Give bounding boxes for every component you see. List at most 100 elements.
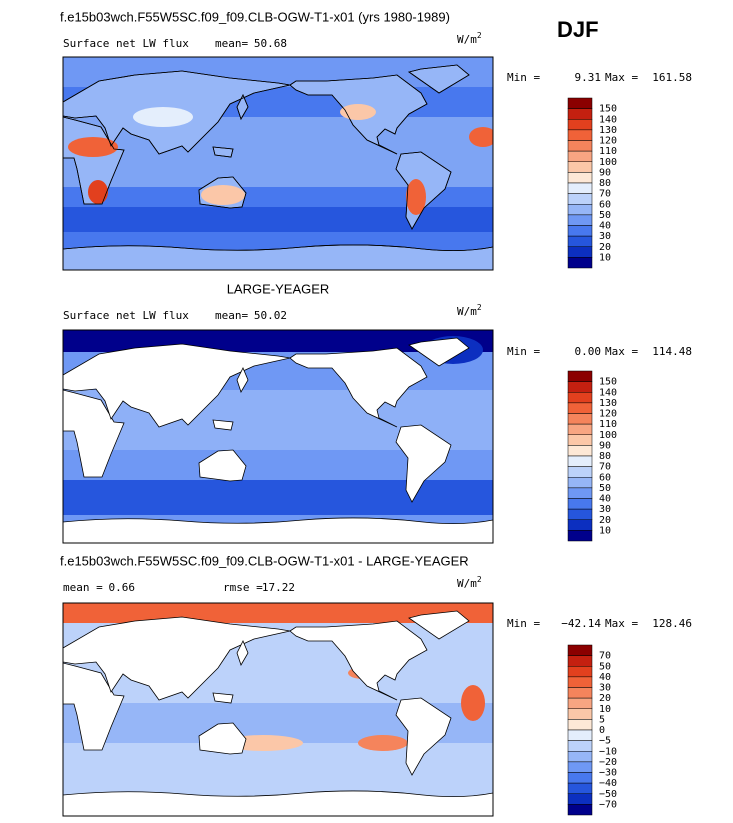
colorbar-label: 50 [599, 210, 611, 221]
colorbar-label: 70 [599, 462, 611, 473]
colorbar-box [567, 381, 593, 393]
colorbar-label: −30 [599, 768, 617, 779]
units-base: W/m [457, 577, 477, 590]
colorbar-label: 10 [599, 704, 611, 715]
colorbar-box [567, 108, 593, 120]
units: W/m2 [457, 31, 482, 47]
colorbar-label: 150 [599, 377, 617, 388]
colorbar-box [567, 172, 593, 184]
colorbar-box [567, 487, 593, 499]
units: W/m2 [457, 575, 482, 591]
map [63, 603, 493, 816]
colorbar-box [567, 161, 593, 173]
colorbar-label: 130 [599, 398, 617, 409]
colorbar-box [567, 708, 593, 720]
variable-name: Surface net LW flux [63, 37, 189, 50]
colorbar-box [567, 423, 593, 435]
season-label: DJF [557, 17, 599, 42]
colorbar-label: 30 [599, 683, 611, 694]
colorbar-box [567, 530, 593, 542]
colorbar-box [567, 370, 593, 382]
colorbar-label: 100 [599, 430, 617, 441]
colorbar-box [567, 225, 593, 237]
colorbar-label: 50 [599, 661, 611, 672]
colorbar-label: 150 [599, 104, 617, 115]
units-power: 2 [477, 303, 482, 312]
colorbar-box [567, 434, 593, 446]
colorbar-box [567, 466, 593, 478]
units-power: 2 [477, 575, 482, 584]
colorbar-box [567, 257, 593, 269]
colorbar-label: 70 [599, 651, 611, 662]
min-value: 0.00 [575, 345, 602, 358]
map-frame [62, 602, 494, 817]
colorbar-box [567, 697, 593, 709]
map-frame [62, 329, 494, 544]
max-value: 114.48 [652, 345, 692, 358]
min-label: Min = [507, 71, 540, 84]
colorbar-box [567, 455, 593, 467]
colorbar-label: 120 [599, 409, 617, 420]
colorbar-box [567, 235, 593, 247]
colorbar-box [567, 392, 593, 404]
panel-title: f.e15b03wch.F55W5SC.f09_f09.CLB-OGW-T1-x… [60, 553, 469, 568]
map [63, 57, 493, 270]
colorbar-label: 30 [599, 231, 611, 242]
colorbar-label: −40 [599, 778, 617, 789]
colorbar-box [567, 413, 593, 425]
colorbar-label: 20 [599, 693, 611, 704]
max-label: Max = [605, 617, 638, 630]
colorbar-label: 110 [599, 419, 617, 430]
colorbar-box [567, 740, 593, 752]
colorbar-label: 130 [599, 125, 617, 136]
colorbar-box [567, 402, 593, 414]
colorbar-label: 10 [599, 252, 611, 263]
colorbar-box [567, 97, 593, 109]
colorbar-label: 5 [599, 714, 605, 725]
colorbar-label: 80 [599, 178, 611, 189]
colorbar-box [567, 140, 593, 152]
colorbar-box [567, 655, 593, 667]
max-value: 128.46 [652, 617, 692, 630]
colorbar-label: 40 [599, 672, 611, 683]
colorbar-box [567, 498, 593, 510]
min-value: −42.14 [561, 617, 601, 630]
colorbar-box [567, 719, 593, 731]
colorbar-label: 20 [599, 515, 611, 526]
stat-value: 0.66 [109, 581, 136, 594]
colorbar-box [567, 666, 593, 678]
colorbar-box [567, 204, 593, 216]
colorbar-label: 20 [599, 242, 611, 253]
min-value: 9.31 [575, 71, 602, 84]
stat-value: 50.68 [254, 37, 287, 50]
stat-value: 50.02 [254, 309, 287, 322]
colorbar-box [567, 193, 593, 205]
map [63, 330, 493, 543]
colorbar-label: −10 [599, 746, 617, 757]
colorbar-box [567, 687, 593, 699]
variable-name: Surface net LW flux [63, 309, 189, 322]
colorbar-label: 0 [599, 725, 605, 736]
colorbar-label: 50 [599, 483, 611, 494]
max-value: 161.58 [652, 71, 692, 84]
colorbar-label: 40 [599, 494, 611, 505]
units-base: W/m [457, 305, 477, 318]
stat-label: rmse = [223, 581, 263, 594]
colorbar-box [567, 129, 593, 141]
colorbar-label: 60 [599, 199, 611, 210]
colorbar-label: 10 [599, 525, 611, 536]
min-label: Min = [507, 617, 540, 630]
colorbar-box [567, 519, 593, 531]
colorbar-box [567, 477, 593, 489]
colorbar-label: −5 [599, 736, 611, 747]
colorbar-box [567, 676, 593, 688]
stat-label: mean= [215, 309, 248, 322]
stat-label: mean= [215, 37, 248, 50]
max-label: Max = [605, 345, 638, 358]
colorbar-box [567, 729, 593, 741]
colorbar-label: −20 [599, 757, 617, 768]
colorbar-label: 90 [599, 167, 611, 178]
colorbar-box [567, 150, 593, 162]
colorbar-box [567, 182, 593, 194]
colorbar-label: 100 [599, 157, 617, 168]
